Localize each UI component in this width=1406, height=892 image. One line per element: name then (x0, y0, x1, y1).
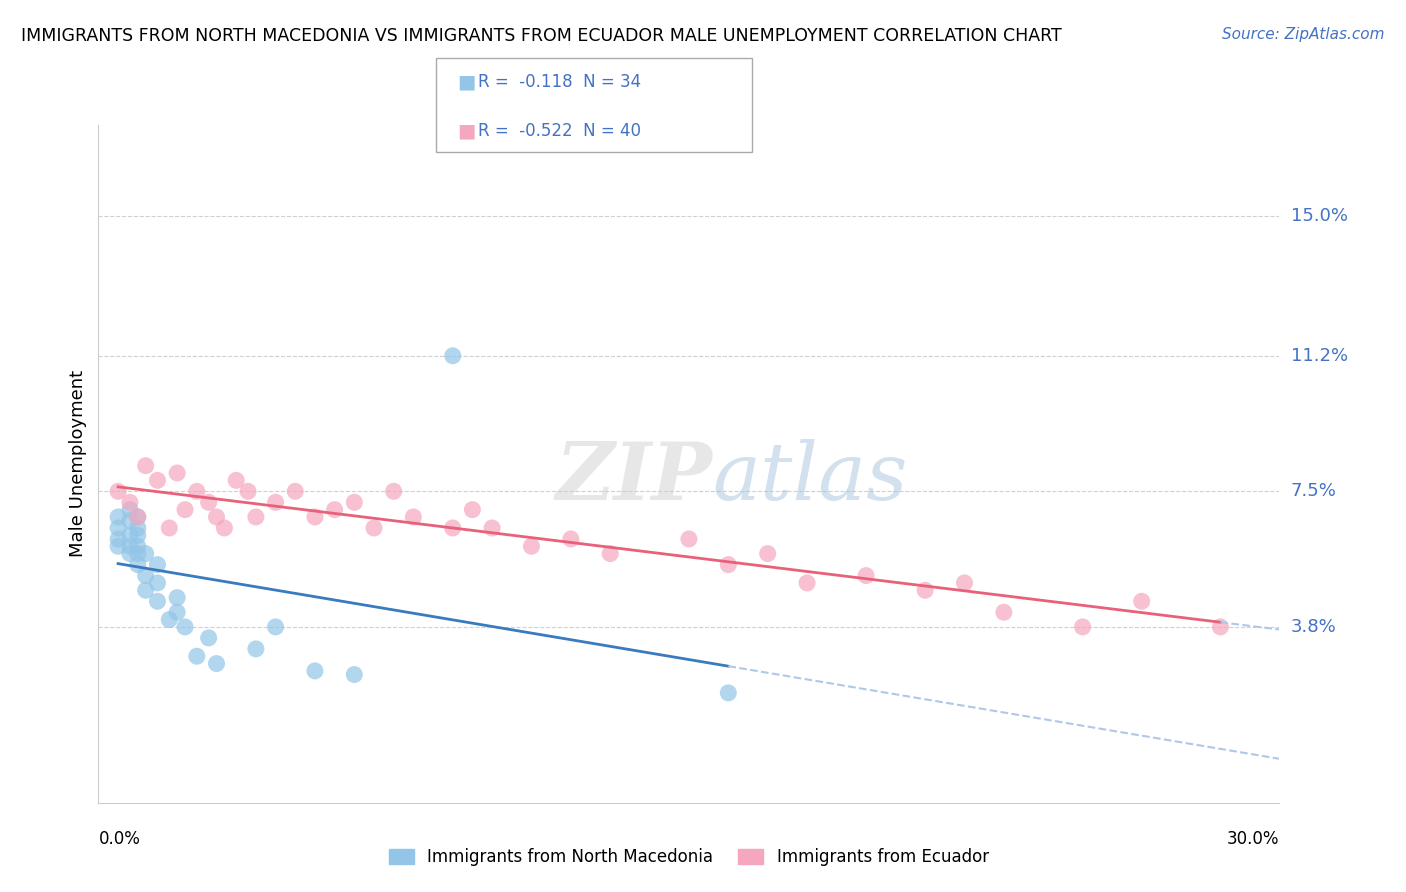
Point (166, 466, 188, 480)
Point (146, 594, 169, 608)
Point (135, 568, 157, 582)
Point (118, 528, 141, 542)
Text: 11.2%: 11.2% (1291, 347, 1348, 365)
Point (363, 521, 385, 535)
Text: R =  -0.118  N = 34: R = -0.118 N = 34 (478, 73, 641, 91)
Point (1209, 620, 1232, 634)
Point (118, 502, 141, 516)
Point (461, 502, 484, 516)
Point (146, 473, 169, 487)
Y-axis label: Male Unemployment: Male Unemployment (69, 370, 87, 558)
Point (284, 484, 307, 499)
Text: R =  -0.522  N = 40: R = -0.522 N = 40 (478, 122, 641, 140)
Point (796, 576, 818, 591)
Point (127, 547, 149, 561)
Point (245, 510, 267, 524)
Point (560, 532, 582, 546)
Point (118, 547, 141, 561)
Point (186, 649, 208, 664)
Point (127, 510, 149, 524)
Point (127, 558, 149, 572)
Point (264, 620, 287, 634)
Point (166, 591, 188, 605)
Point (343, 495, 366, 509)
Point (186, 484, 208, 499)
Point (107, 484, 129, 499)
Point (118, 495, 141, 509)
Text: 0.0%: 0.0% (98, 830, 141, 848)
Text: 7.5%: 7.5% (1291, 483, 1337, 500)
Point (107, 532, 129, 546)
Point (441, 349, 464, 363)
Point (174, 620, 197, 634)
Legend: Immigrants from North Macedonia, Immigrants from Ecuador: Immigrants from North Macedonia, Immigra… (382, 841, 995, 872)
Point (107, 539, 129, 553)
Point (127, 528, 149, 542)
Point (135, 547, 157, 561)
Text: atlas: atlas (713, 439, 908, 516)
Point (197, 631, 219, 645)
Text: 3.8%: 3.8% (1291, 618, 1336, 636)
Point (678, 532, 700, 546)
Point (481, 521, 503, 535)
Point (146, 576, 169, 591)
Point (107, 521, 129, 535)
Text: 30.0%: 30.0% (1227, 830, 1279, 848)
Point (135, 583, 157, 598)
Point (953, 576, 976, 591)
Point (214, 521, 236, 535)
Point (118, 539, 141, 553)
Text: ZIP: ZIP (555, 439, 713, 516)
Point (1071, 620, 1094, 634)
Point (304, 510, 326, 524)
Point (441, 521, 464, 535)
Text: ■: ■ (457, 121, 475, 141)
Text: Source: ZipAtlas.com: Source: ZipAtlas.com (1222, 27, 1385, 42)
Point (264, 495, 287, 509)
Point (855, 568, 877, 582)
Text: ■: ■ (457, 72, 475, 92)
Point (174, 502, 197, 516)
Point (157, 521, 180, 535)
Point (236, 484, 259, 499)
Point (520, 539, 543, 553)
Point (717, 558, 740, 572)
Point (343, 667, 366, 681)
Point (127, 539, 149, 553)
Point (1130, 594, 1153, 608)
Point (225, 473, 247, 487)
Point (205, 657, 228, 671)
Point (717, 686, 740, 700)
Point (402, 510, 425, 524)
Point (304, 664, 326, 678)
Point (323, 502, 346, 516)
Point (146, 558, 169, 572)
Point (127, 521, 149, 535)
Point (166, 605, 188, 619)
Point (127, 510, 149, 524)
Text: 15.0%: 15.0% (1291, 208, 1347, 226)
Point (914, 583, 936, 598)
Point (118, 514, 141, 528)
Point (382, 484, 405, 499)
Point (157, 613, 180, 627)
Point (993, 605, 1015, 619)
Point (197, 495, 219, 509)
Point (107, 510, 129, 524)
Point (245, 641, 267, 656)
Point (205, 510, 228, 524)
Point (756, 547, 779, 561)
Point (135, 458, 157, 473)
Point (599, 547, 621, 561)
Text: IMMIGRANTS FROM NORTH MACEDONIA VS IMMIGRANTS FROM ECUADOR MALE UNEMPLOYMENT COR: IMMIGRANTS FROM NORTH MACEDONIA VS IMMIG… (21, 27, 1062, 45)
